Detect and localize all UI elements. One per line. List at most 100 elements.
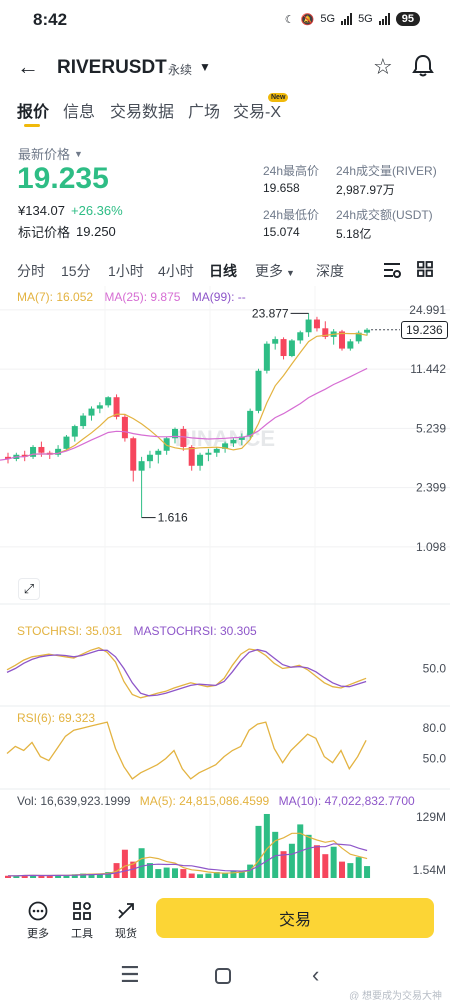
cny-price: ¥134.07 xyxy=(18,203,65,218)
ma-legend: MA(7): 16.052 MA(25): 9.875 MA(99): -- xyxy=(17,290,246,304)
mark-price-value: 19.250 xyxy=(76,224,116,239)
candle-body xyxy=(222,443,229,449)
home-square-icon[interactable] xyxy=(214,965,232,991)
min-price-label: 1.616 xyxy=(158,511,188,525)
status-icons: ☾ 🔕 5G 5G 95 xyxy=(285,12,420,26)
candle-body xyxy=(313,319,320,329)
ma7-line xyxy=(24,332,368,458)
volume-bar xyxy=(5,875,11,878)
volume-bar xyxy=(146,863,153,878)
rsi-layer xyxy=(6,721,367,780)
price-axis-label: 24.991 xyxy=(409,303,446,317)
low-label: 24h最低价 xyxy=(263,208,320,222)
spot-button[interactable]: 现货 xyxy=(106,900,146,941)
chart-canvas[interactable]: BINANCE 24.99111.4425.2392.3991.09823.87… xyxy=(0,286,450,886)
mark-price-row: 标记价格 19.250 xyxy=(18,222,116,241)
volume-legend: Vol: 16,639,923.1999 MA(5): 24,815,086.4… xyxy=(17,794,415,808)
candle-body xyxy=(21,454,28,457)
rsi-axis-label: 50.0 xyxy=(423,752,447,766)
tab-quote[interactable]: 报价 xyxy=(17,104,50,121)
grid-layout-icon[interactable] xyxy=(417,261,433,282)
bell-icon[interactable] xyxy=(412,54,434,83)
last-price-value: 19.235 xyxy=(17,162,109,195)
candle-body xyxy=(30,446,37,457)
interval-more[interactable]: 更多 ▼ xyxy=(255,263,295,279)
menu-icon[interactable]: ☰ xyxy=(120,962,140,987)
volume-bar xyxy=(121,849,128,878)
volume-quote-label: 24h成交额(USDT) xyxy=(336,208,433,222)
interval-1d[interactable]: 日线 xyxy=(209,263,237,279)
candle-body xyxy=(88,408,95,416)
tab-trade-x[interactable]: 交易-X xyxy=(233,104,282,121)
more-button[interactable]: 更多 xyxy=(18,900,58,941)
candle-body xyxy=(255,370,262,411)
volume-bar xyxy=(205,873,212,878)
volume-bar xyxy=(30,875,37,878)
volume-layer xyxy=(5,813,371,878)
candle-body xyxy=(364,329,371,333)
volume-bar xyxy=(313,845,320,878)
chart-grid xyxy=(0,286,450,876)
stochrsi-legend-item: STOCHRSI: 35.031 xyxy=(17,624,123,638)
stochrsi-line xyxy=(6,646,367,699)
stochrsi-legend: STOCHRSI: 35.031 MASTOCHRSI: 30.305 xyxy=(17,624,257,638)
candle-body xyxy=(322,328,329,337)
volume-bar xyxy=(280,851,287,878)
candle-body xyxy=(339,331,345,349)
high-value: 19.658 xyxy=(263,181,300,195)
contract-type-label[interactable]: 永续 xyxy=(168,63,193,77)
volume-quote-value: 5.18亿 xyxy=(336,227,372,241)
dnd-icon: ☾ xyxy=(284,13,295,26)
candle-body xyxy=(130,438,137,471)
volume-bar xyxy=(13,875,20,878)
kline-chart[interactable]: MA(7): 16.052 MA(25): 9.875 MA(99): -- S… xyxy=(0,286,450,886)
spot-swap-icon xyxy=(106,900,146,922)
volume-bar xyxy=(272,831,279,878)
interval-depth[interactable]: 深度 xyxy=(316,263,344,279)
tools-button[interactable]: 工具 xyxy=(62,900,102,941)
trade-button[interactable]: 交易 xyxy=(156,898,434,938)
interval-timeline[interactable]: 分时 xyxy=(17,263,45,279)
chart-settings-icon[interactable] xyxy=(383,261,401,284)
candle-body xyxy=(172,428,178,439)
back-arrow-icon[interactable]: ← xyxy=(17,54,39,79)
volume-bar xyxy=(355,857,362,878)
candle-body xyxy=(180,428,187,447)
volume-base-value: 2,987.97万 xyxy=(336,183,395,197)
axis-labels-layer: 24.991 11.442 5.239 2.399 1.098 23.877 1.616 50… xyxy=(141,303,447,877)
candle-body xyxy=(5,456,11,459)
candle-body xyxy=(197,454,204,466)
rsi-legend: RSI(6): 69.323 xyxy=(17,711,96,725)
header: ← RIVERUSDT 永续 ▼ ☆ xyxy=(0,48,450,88)
interval-15m[interactable]: 15分 xyxy=(61,263,91,279)
volume-bar xyxy=(138,848,145,878)
tab-info[interactable]: 信息 xyxy=(63,104,96,121)
candle-body xyxy=(80,415,87,427)
volume-bar xyxy=(330,846,337,878)
volume-bar xyxy=(238,870,245,878)
last-price-tag: 19.236 xyxy=(401,321,448,339)
caret-down-icon[interactable]: ▼ xyxy=(199,60,211,74)
candle-body xyxy=(163,438,170,451)
expand-icon[interactable]: ⤢ xyxy=(18,578,40,600)
interval-4h[interactable]: 4小时 xyxy=(158,263,194,279)
volume-axis-label: 1.54M xyxy=(413,863,446,877)
volume-bar xyxy=(263,813,270,878)
volume-ma5-line xyxy=(8,832,368,877)
star-icon[interactable]: ☆ xyxy=(373,54,393,79)
candle-body xyxy=(272,339,279,344)
volume-bar xyxy=(230,871,237,878)
back-chevron-icon[interactable]: ‹ xyxy=(312,962,320,987)
symbol-title[interactable]: RIVERUSDT xyxy=(57,57,167,78)
candle-body xyxy=(238,436,245,440)
interval-1h[interactable]: 1小时 xyxy=(108,263,144,279)
last-price-label[interactable]: 最新价格 ▼ xyxy=(18,147,83,162)
volume-bar xyxy=(255,825,262,878)
tab-trading-data[interactable]: 交易数据 xyxy=(110,104,175,121)
volume-bar xyxy=(71,874,78,878)
volume-bar xyxy=(96,873,103,878)
signal-icon xyxy=(378,13,390,25)
tab-square[interactable]: 广场 xyxy=(188,104,221,121)
candle-body xyxy=(230,439,237,444)
max-price-label: 23.877 xyxy=(252,306,289,320)
